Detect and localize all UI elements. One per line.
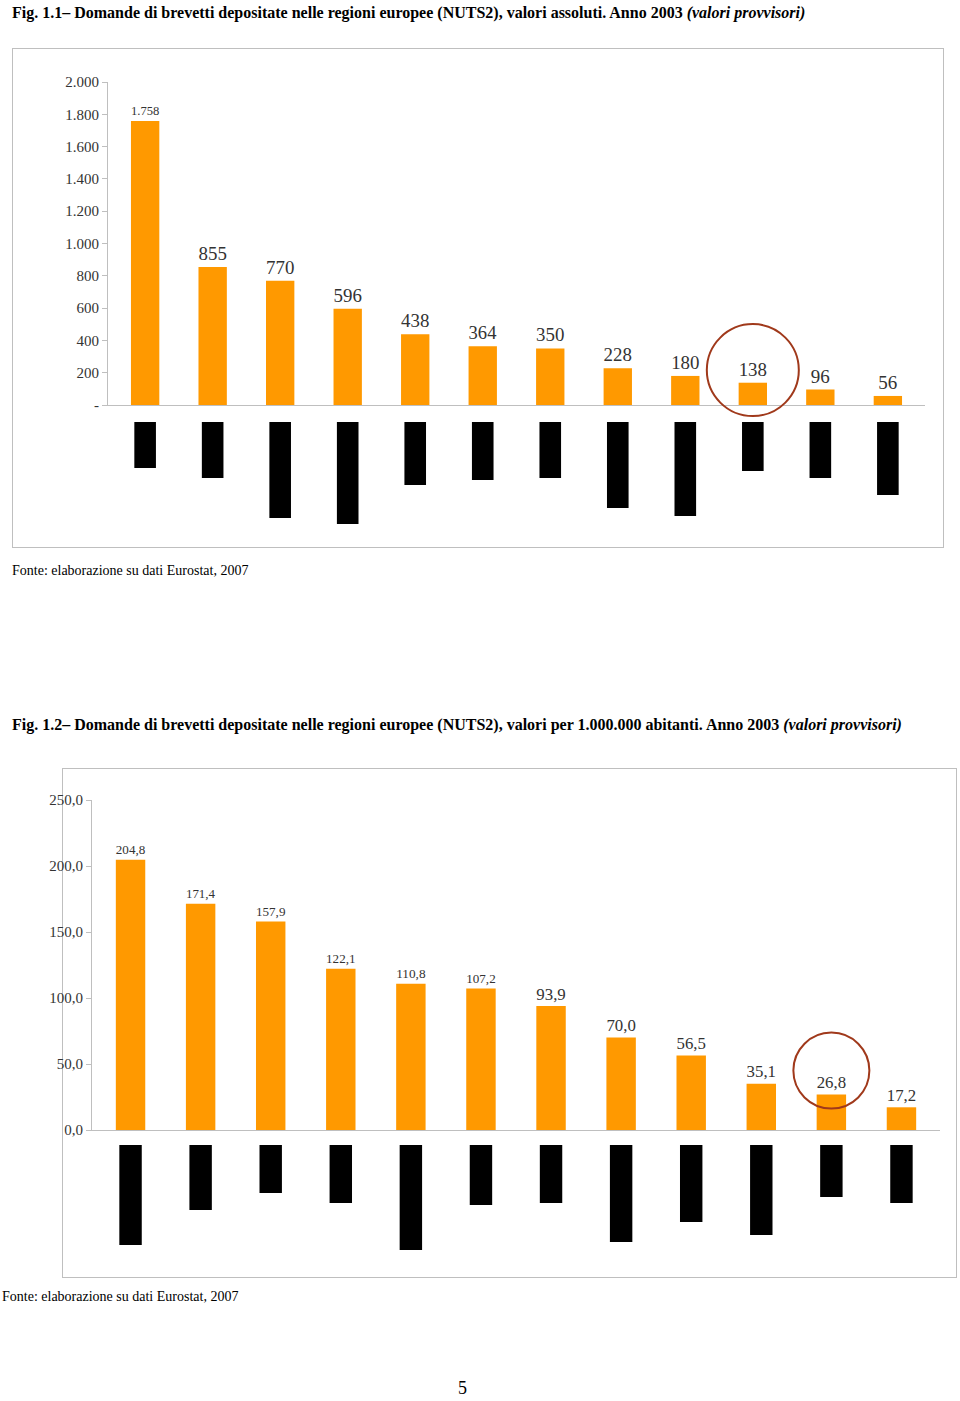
svg-text:50,0: 50,0 [57, 1056, 83, 1072]
svg-text:70,0: 70,0 [606, 1016, 635, 1035]
svg-text:107,2: 107,2 [466, 971, 495, 986]
svg-text:56: 56 [878, 372, 897, 393]
html-text:5: 5 [458, 1378, 467, 1398]
svg-text:438: 438 [401, 310, 429, 331]
svg-text:171,4: 171,4 [186, 886, 216, 901]
svg-text:35,1: 35,1 [747, 1062, 776, 1081]
svg-text:138: 138 [739, 359, 767, 380]
svg-text:770: 770 [266, 257, 294, 278]
html-text:Fig. 1.1– Domande di brevetti: Fig. 1.1– Domande di brevetti depositate… [12, 4, 806, 21]
svg-text:100,0: 100,0 [49, 990, 83, 1006]
html-text:Fonte: elaborazione su dati Eu: Fonte: elaborazione su dati Eurostat, 20… [12, 563, 249, 578]
svg-text:600: 600 [77, 300, 100, 316]
svg-text:364: 364 [469, 322, 497, 343]
svg-text:200,0: 200,0 [49, 858, 83, 874]
svg-text:56,5: 56,5 [677, 1034, 706, 1053]
svg-text:122,1: 122,1 [326, 951, 355, 966]
svg-text:180: 180 [671, 352, 699, 373]
html-text:Fonte: elaborazione su dati Eu: Fonte: elaborazione su dati Eurostat, 20… [2, 1289, 239, 1304]
svg-text:596: 596 [334, 285, 362, 306]
svg-text:1.800: 1.800 [65, 107, 99, 123]
svg-text:17,2: 17,2 [887, 1086, 916, 1105]
svg-text:26,8: 26,8 [817, 1073, 846, 1092]
svg-text:-: - [94, 397, 99, 413]
svg-text:1.000: 1.000 [65, 236, 99, 252]
svg-text:157,9: 157,9 [256, 904, 285, 919]
svg-text:150,0: 150,0 [49, 924, 83, 940]
svg-text:1.600: 1.600 [65, 139, 99, 155]
svg-text:855: 855 [198, 243, 226, 264]
svg-text:228: 228 [604, 344, 632, 365]
svg-text:250,0: 250,0 [49, 792, 83, 808]
svg-text:0,0: 0,0 [64, 1122, 83, 1138]
svg-text:204,8: 204,8 [116, 842, 146, 857]
svg-text:1.400: 1.400 [65, 171, 99, 187]
svg-text:110,8: 110,8 [396, 966, 426, 981]
html-text:Fig. 1.2– Domande di brevetti: Fig. 1.2– Domande di brevetti depositate… [12, 716, 902, 733]
svg-text:1.200: 1.200 [65, 203, 99, 219]
svg-text:200: 200 [77, 365, 100, 381]
svg-text:2.000: 2.000 [65, 74, 99, 90]
svg-text:350: 350 [536, 324, 564, 345]
svg-text:96: 96 [811, 366, 830, 387]
svg-text:93,9: 93,9 [536, 985, 565, 1004]
svg-text:800: 800 [77, 268, 100, 284]
svg-text:1.758: 1.758 [131, 104, 159, 118]
svg-text:400: 400 [77, 333, 100, 349]
